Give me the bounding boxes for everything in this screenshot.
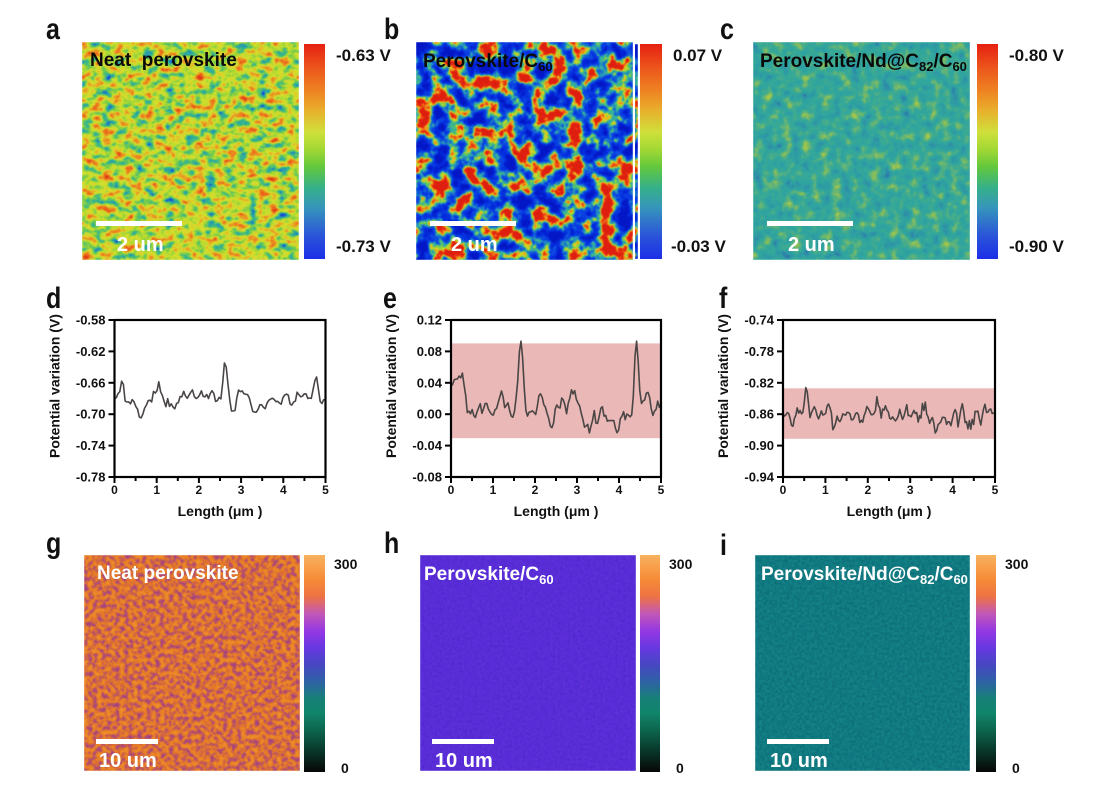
svg-text:0: 0 <box>780 483 787 497</box>
svg-text:-0.94: -0.94 <box>744 470 774 485</box>
svg-text:-0.78: -0.78 <box>76 470 106 485</box>
svg-text:Length (μm ): Length (μm ) <box>514 503 599 519</box>
svg-text:Potential variation (V): Potential variation (V) <box>47 314 63 458</box>
svg-text:4: 4 <box>949 483 956 497</box>
svg-text:5: 5 <box>322 483 329 497</box>
svg-text:Length (μm ): Length (μm ) <box>847 503 932 519</box>
svg-text:-0.74: -0.74 <box>744 313 774 328</box>
svg-text:4: 4 <box>280 483 287 497</box>
svg-text:0.04: 0.04 <box>417 375 443 390</box>
svg-text:3: 3 <box>574 483 581 497</box>
svg-text:-0.70: -0.70 <box>76 407 106 422</box>
svg-text:0: 0 <box>111 483 118 497</box>
svg-text:-0.66: -0.66 <box>76 375 106 390</box>
svg-text:-0.86: -0.86 <box>744 407 774 422</box>
svg-text:0: 0 <box>448 483 455 497</box>
svg-text:Potential variation (V): Potential variation (V) <box>715 314 731 458</box>
svg-text:1: 1 <box>153 483 160 497</box>
svg-text:5: 5 <box>992 483 999 497</box>
svg-text:0.00: 0.00 <box>417 407 442 422</box>
svg-text:3: 3 <box>238 483 245 497</box>
svg-text:-0.08: -0.08 <box>412 470 442 485</box>
svg-text:-0.58: -0.58 <box>76 313 106 328</box>
svg-text:-0.04: -0.04 <box>412 438 442 453</box>
svg-text:-0.74: -0.74 <box>76 438 106 453</box>
svg-text:1: 1 <box>490 483 497 497</box>
svg-text:2: 2 <box>196 483 203 497</box>
svg-text:-0.82: -0.82 <box>744 375 774 390</box>
svg-text:0.12: 0.12 <box>417 313 442 328</box>
svg-text:5: 5 <box>658 483 665 497</box>
svg-text:-0.78: -0.78 <box>744 344 774 359</box>
svg-text:2: 2 <box>864 483 871 497</box>
svg-text:-0.62: -0.62 <box>76 344 106 359</box>
svg-text:-0.90: -0.90 <box>744 438 774 453</box>
svg-text:0.08: 0.08 <box>417 344 442 359</box>
svg-text:2: 2 <box>532 483 539 497</box>
svg-text:4: 4 <box>616 483 623 497</box>
svg-text:1: 1 <box>822 483 829 497</box>
svg-text:3: 3 <box>907 483 914 497</box>
svg-text:Potential variation (V): Potential variation (V) <box>383 314 399 458</box>
svg-text:Length (μm ): Length (μm ) <box>178 503 263 519</box>
